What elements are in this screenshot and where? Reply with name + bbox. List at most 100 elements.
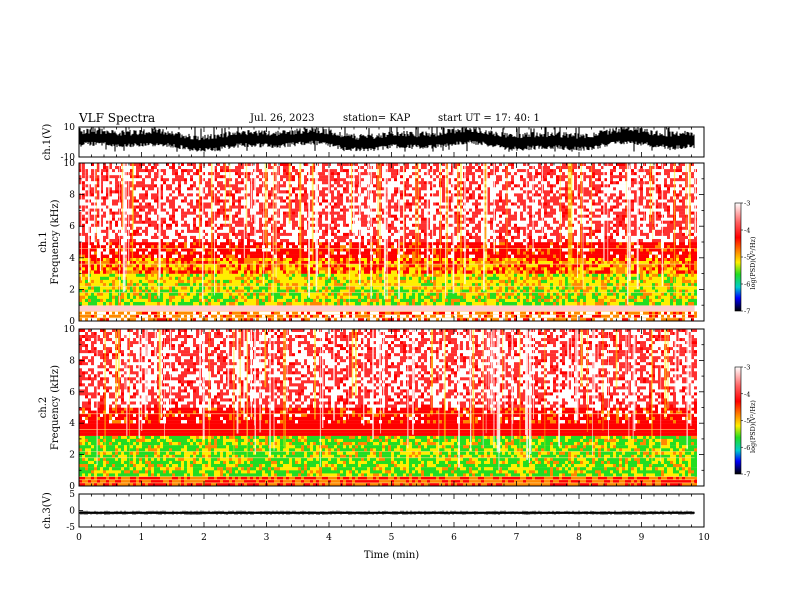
ch1-spectrogram-cell (352, 248, 355, 251)
ch1-spectrogram-cell (331, 299, 334, 302)
ch1-spectrogram-cell (643, 270, 646, 273)
ch1-spectrogram-cell (607, 270, 610, 273)
ch1-spectrogram-cell (259, 264, 262, 267)
ch1-spectrogram-cell (328, 280, 331, 283)
ch1-spectrogram-cell (196, 274, 199, 277)
ch1-spectrogram-cell (676, 302, 679, 305)
ch1-spectrogram-cell (430, 293, 433, 296)
ch1-spectrogram-cell (634, 302, 637, 305)
ch1-spectrogram-cell (169, 258, 172, 261)
ch1-spectrogram-cell (232, 299, 235, 302)
ch1-spectrogram-cell (595, 258, 598, 261)
ch1-spectrogram-cell (634, 270, 637, 273)
ch1-spectrogram-cell (289, 293, 292, 296)
ch1-spectrogram-cell (298, 296, 301, 299)
ch1-spectrogram-cell (619, 264, 622, 267)
ch1-spectrogram-cell (565, 267, 568, 270)
ch1-spectrogram-cell (250, 248, 253, 251)
ch1-spectrogram-cell (337, 293, 340, 296)
ch1-spectrogram-cell (514, 252, 517, 255)
ch1-spectrogram-cell (439, 302, 442, 305)
ch1-spectrogram-cell (604, 280, 607, 283)
ch1-spectrogram-cell (145, 252, 148, 255)
ch1-spectrogram-cell (136, 296, 139, 299)
ch1-spectrogram-cell (613, 258, 616, 261)
ch1-spectrogram-cell (82, 274, 85, 277)
ch1-spectrogram-cell (457, 258, 460, 261)
ch1-spectrogram-cell (334, 280, 337, 283)
ch1-spectrogram-cell (409, 267, 412, 270)
ch1-spectrogram-cell (388, 270, 391, 273)
ch1-spectrogram-cell (667, 274, 670, 277)
ch1-spectrogram-cell (319, 277, 322, 280)
ch1-spectrogram-cell (223, 302, 226, 305)
ch1-spectrogram-cell (142, 286, 145, 289)
ch1-spectrogram-cell (103, 302, 106, 305)
ch1-spectrogram-cell (610, 264, 613, 267)
ch1-spectrogram-cell (583, 286, 586, 289)
ch1-spectrogram-cell (253, 264, 256, 267)
ch1-spectrogram-cell (598, 274, 601, 277)
ch1-spectrogram-cell (115, 267, 118, 270)
ch1-spectrogram-cell (640, 270, 643, 273)
ch1-spectrogram-cell (88, 299, 91, 302)
ch1-spectrogram-cell (286, 299, 289, 302)
ch1-spectrogram-cell (565, 302, 568, 305)
ch1-spectrogram-cell (583, 274, 586, 277)
ch1-spectrogram-cell (169, 248, 172, 251)
ch1-spectrogram-cell (208, 277, 211, 280)
ch1-spectrogram-cell (139, 248, 142, 251)
ch1-spectrogram-cell (496, 248, 499, 251)
ch1-spectrogram-cell (238, 296, 241, 299)
ch1-spectrogram-cell (544, 274, 547, 277)
ch1-spectrogram-cell (307, 299, 310, 302)
ch1-spectrogram-cell (394, 264, 397, 267)
ch1-spectrogram-cell (256, 302, 259, 305)
ch1-spectrogram-cell (667, 252, 670, 255)
ch1-spectrogram-cell (406, 267, 409, 270)
ch1-spectrogram-cell (640, 258, 643, 261)
ch1-spectrogram-cell (676, 299, 679, 302)
ch1-spectrogram-cell (220, 280, 223, 283)
ch1-spectrogram-cell (634, 299, 637, 302)
ch1-spectrogram-cell (541, 267, 544, 270)
ch1-spectrogram-cell (82, 187, 85, 190)
ch1-spectrogram-cell (262, 299, 265, 302)
ch1-spectrogram-cell (685, 255, 688, 258)
ch1-spectrogram-cell (286, 293, 289, 296)
ch1-spectrogram-cell (670, 299, 673, 302)
ch1-spectrogram-cell (91, 212, 94, 215)
ch1-spectrogram-cell (172, 280, 175, 283)
ch1-spectrogram-cell (142, 293, 145, 296)
ch1-spectrogram-cell (544, 296, 547, 299)
ch1-spectrogram-cell (190, 267, 193, 270)
ch1-spectrogram-cell (469, 270, 472, 273)
ch1-spectrogram-cell (145, 242, 148, 245)
ch1-spectrogram-cell (502, 302, 505, 305)
ch1-spectrogram-cell (166, 299, 169, 302)
ch1-spectrogram-cell (250, 255, 253, 258)
ch1-spectrogram-cell (373, 270, 376, 273)
ch1-spectrogram-cell (250, 270, 253, 273)
ch1-spectrogram-cell (184, 293, 187, 296)
ch1-spectrogram-cell (112, 267, 115, 270)
ch1-spectrogram-cell (187, 274, 190, 277)
ch1-spectrogram-cell (190, 286, 193, 289)
ch1-spectrogram-cell (565, 248, 568, 251)
ch1-spectrogram-cell (517, 242, 520, 245)
ch1-spectrogram-cell (292, 296, 295, 299)
ch1-spectrogram-cell (622, 252, 625, 255)
ch1-spectrogram-cell (340, 258, 343, 261)
ch1-spectrogram-cell (487, 293, 490, 296)
ch1-spectrogram-cell (229, 267, 232, 270)
ch1-spectrogram-cell (493, 302, 496, 305)
ch1-spectrogram-cell (466, 277, 469, 280)
ch1-spectrogram-cell (643, 299, 646, 302)
ch1-spectrogram-cell (670, 296, 673, 299)
ch1-spectrogram-cell (667, 293, 670, 296)
ch1-spectrogram-cell (595, 264, 598, 267)
ch1-spectrogram-cell (496, 264, 499, 267)
ch1-spectrogram-cell (496, 296, 499, 299)
ch1-spectrogram-cell (412, 286, 415, 289)
ch1-spectrogram-cell (619, 296, 622, 299)
